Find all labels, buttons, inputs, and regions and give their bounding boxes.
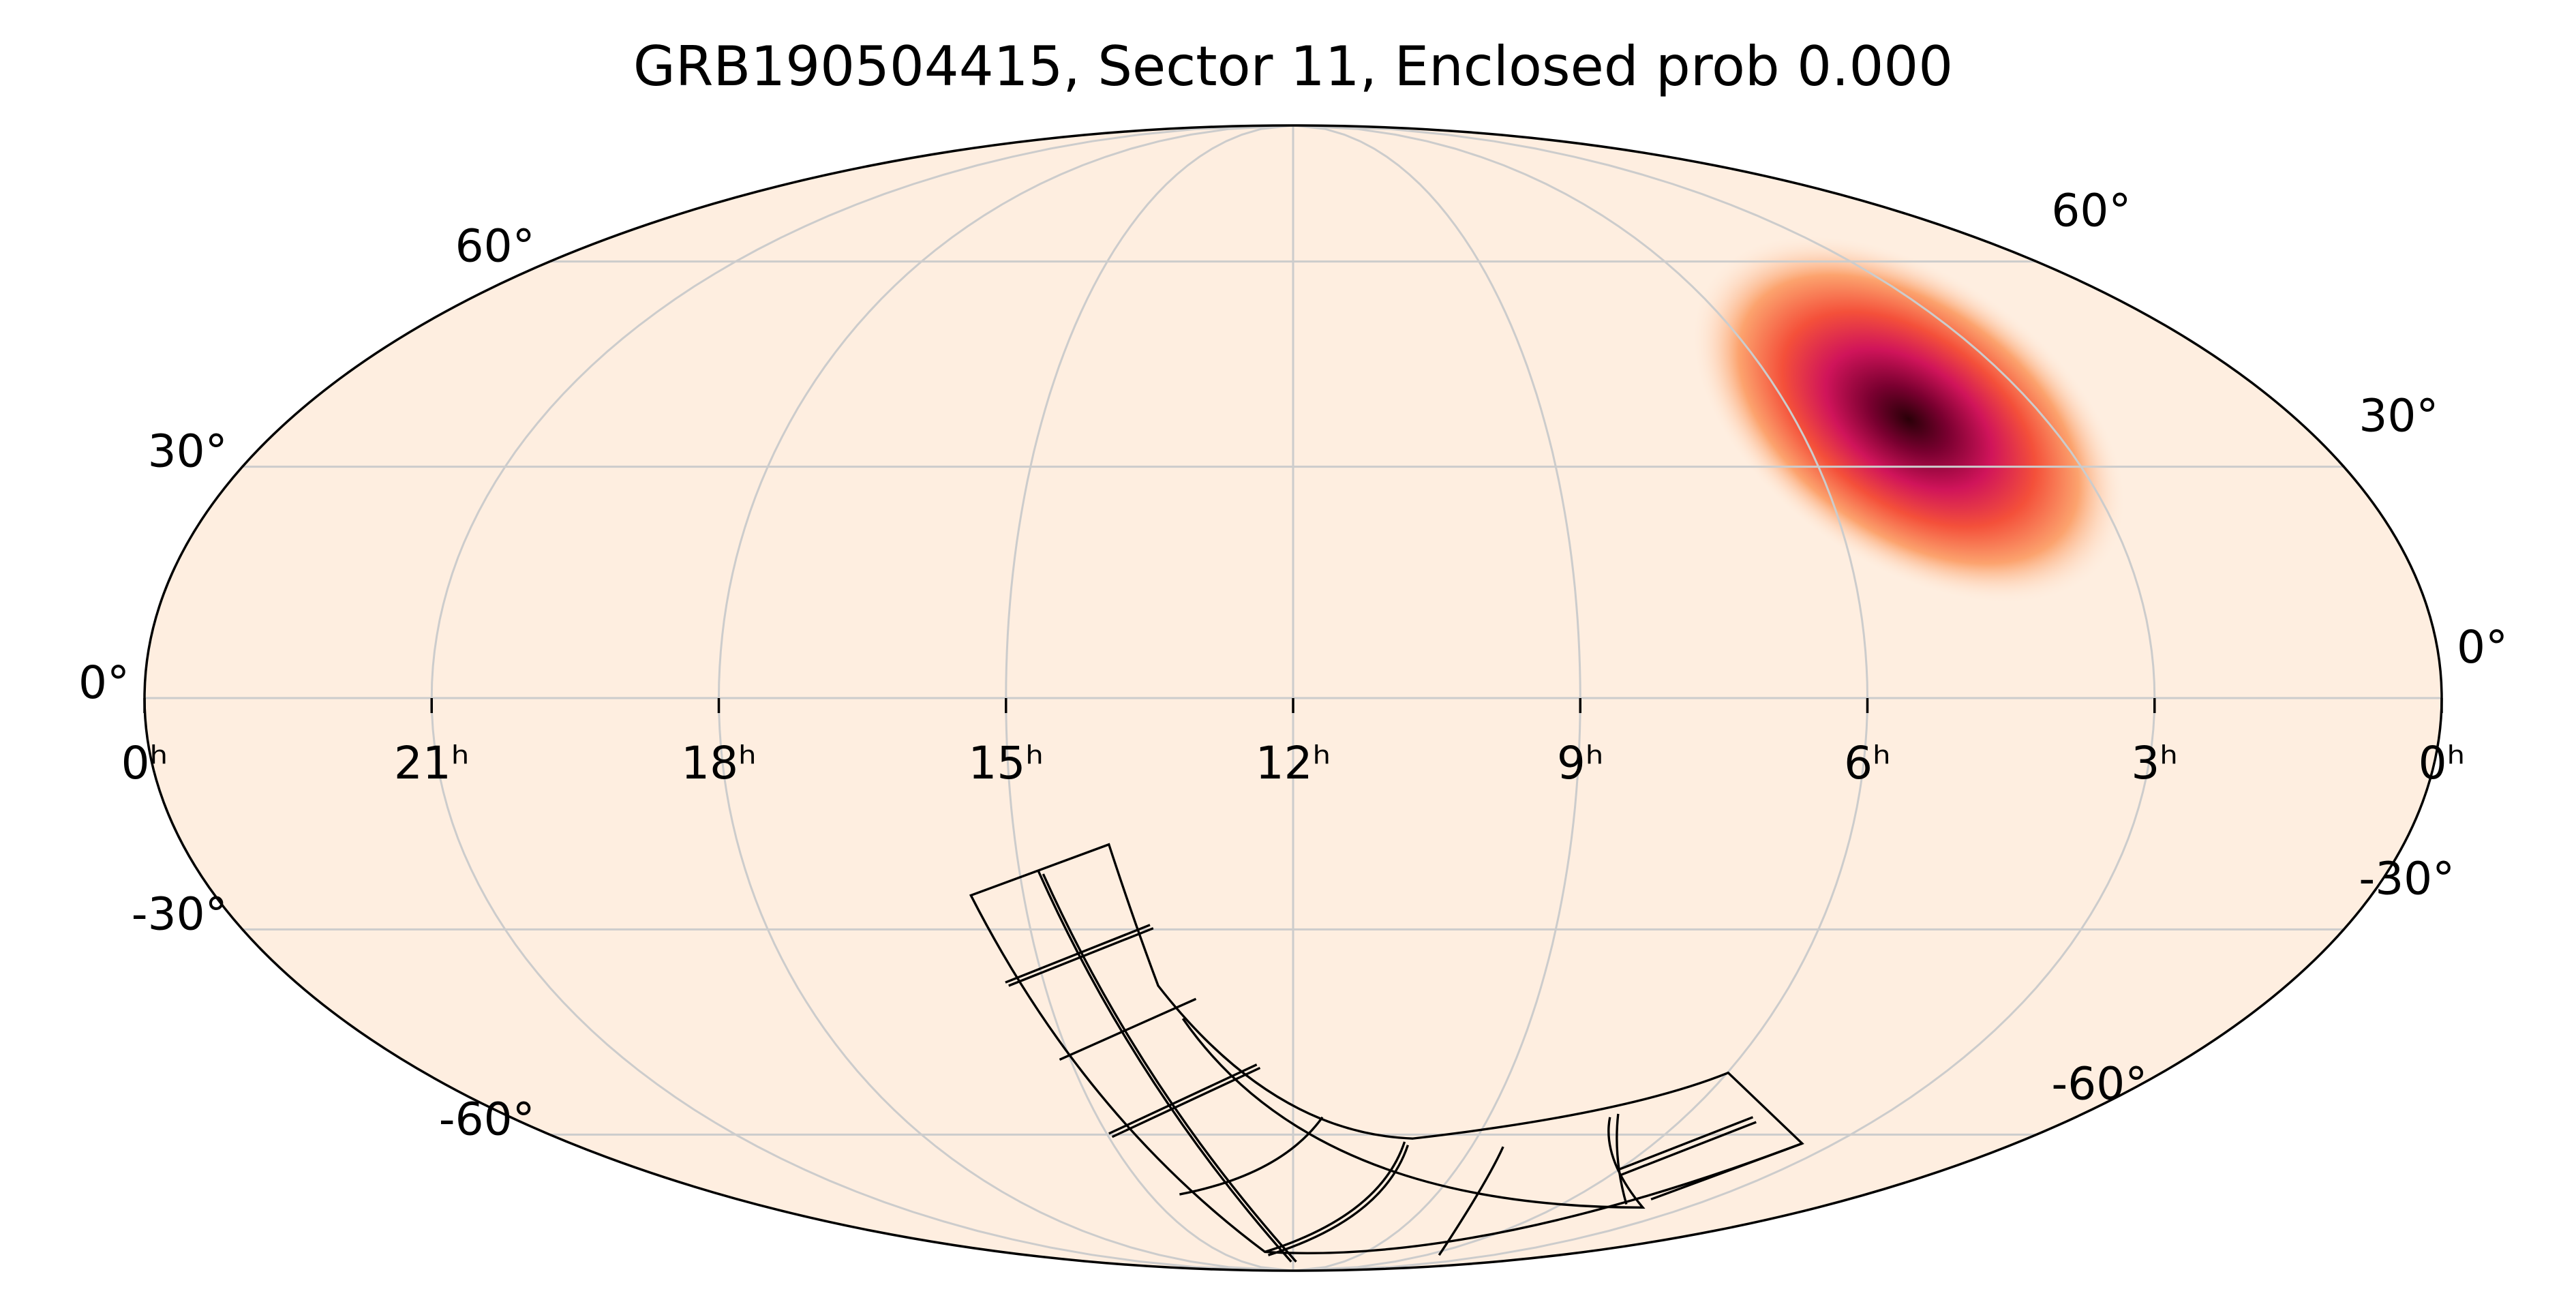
probability-blob xyxy=(1691,234,2127,605)
y-tick-label: -30° xyxy=(132,888,228,940)
y-tick-label: 30° xyxy=(2359,390,2438,442)
footprint-line xyxy=(1059,997,1197,1061)
x-tick-label: 0ʰ xyxy=(2419,737,2466,789)
x-tick-label: 3ʰ xyxy=(2131,737,2178,789)
x-tick-label: 18ʰ xyxy=(681,737,757,789)
y-tick-label: -60° xyxy=(439,1093,535,1145)
y-tick-label: -30° xyxy=(2359,852,2455,905)
footprint-line xyxy=(1268,1145,1409,1256)
probability-map xyxy=(1691,234,2127,605)
y-tick-label: 60° xyxy=(455,220,535,273)
chart-title: GRB190504415, Sector 11, Enclosed prob 0… xyxy=(633,35,1953,98)
footprint-line xyxy=(1618,1116,1754,1171)
footprint-line xyxy=(1438,1146,1504,1256)
y-tick-label: 0° xyxy=(2457,621,2508,674)
y-tick-label: -60° xyxy=(2051,1057,2147,1110)
x-tick-label: 15ʰ xyxy=(968,737,1044,789)
footprint-line xyxy=(1621,1121,1757,1176)
footprint-line xyxy=(1037,870,1292,1263)
x-tick-label: 21ʰ xyxy=(394,737,470,789)
sector-footprint xyxy=(969,843,1804,1263)
footprint-line xyxy=(1005,924,1151,984)
footprint-line xyxy=(1616,1113,1628,1205)
y-tick-label: 0° xyxy=(78,656,130,709)
footprint-line xyxy=(1008,927,1154,987)
x-tick-label: 6ʰ xyxy=(1844,737,1891,789)
footprint-outline xyxy=(969,843,1804,1254)
footprint-line xyxy=(1179,1116,1324,1196)
footprint-line xyxy=(1650,1142,1803,1200)
x-tick-label: 9ʰ xyxy=(1557,737,1604,789)
y-tick-label: 60° xyxy=(2051,185,2131,237)
footprint-line xyxy=(1042,873,1297,1263)
footprint-line xyxy=(1264,1141,1406,1254)
footprint-line xyxy=(1181,1018,1646,1209)
x-tick-label: 12ʰ xyxy=(1256,737,1331,789)
y-tick-label: 30° xyxy=(148,425,228,478)
x-tick-label: 0ʰ xyxy=(121,737,168,789)
